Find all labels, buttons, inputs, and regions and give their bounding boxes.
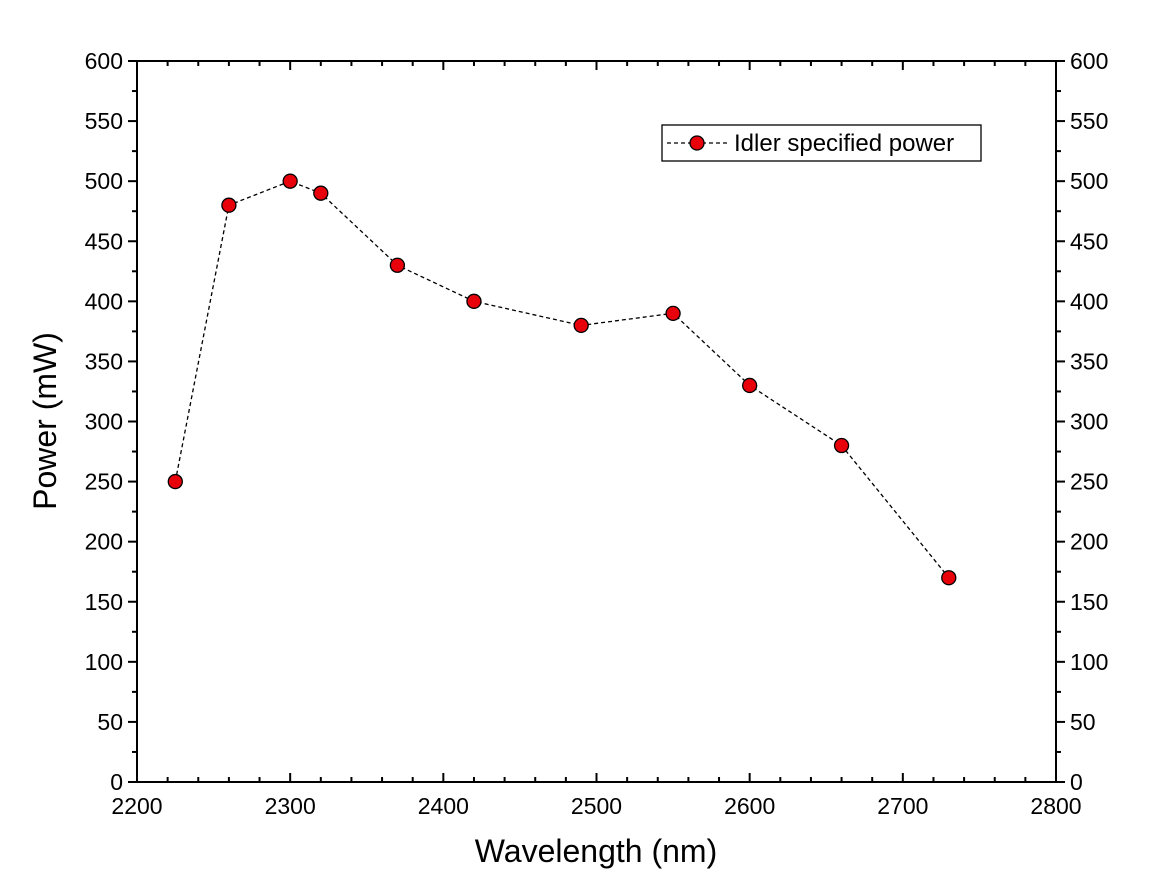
legend-label: Idler specified power bbox=[734, 130, 954, 157]
y-right-tick-label: 100 bbox=[1070, 649, 1108, 675]
x-tick-label: 2200 bbox=[111, 793, 162, 819]
y-tick-label: 200 bbox=[85, 529, 123, 555]
data-point bbox=[221, 197, 237, 213]
y-right-tick-label: 600 bbox=[1070, 48, 1108, 74]
y-right-tick-label: 350 bbox=[1070, 348, 1108, 374]
data-point bbox=[941, 570, 957, 586]
y-tick-label: 150 bbox=[85, 589, 123, 615]
y-tick-label: 0 bbox=[110, 769, 123, 795]
x-tick-label: 2700 bbox=[877, 793, 928, 819]
data-point bbox=[573, 317, 589, 334]
data-point bbox=[833, 437, 850, 454]
y-tick-label: 400 bbox=[85, 288, 123, 314]
y-right-tick-label: 400 bbox=[1070, 288, 1108, 314]
y-right-tick-label: 150 bbox=[1070, 589, 1108, 615]
y-tick-label: 250 bbox=[85, 469, 123, 495]
y-tick-label: 50 bbox=[97, 709, 123, 735]
data-point bbox=[742, 377, 758, 394]
legend: Idler specified power bbox=[661, 124, 982, 162]
y-right-tick-label: 550 bbox=[1070, 108, 1108, 134]
x-tick-label: 2300 bbox=[265, 793, 316, 819]
y-right-tick-label: 300 bbox=[1070, 409, 1108, 435]
data-points bbox=[167, 173, 957, 586]
y-tick-label: 350 bbox=[85, 348, 123, 374]
y-tick-label: 300 bbox=[85, 409, 123, 435]
y-right-tick-label: 250 bbox=[1070, 469, 1108, 495]
plot-frame bbox=[136, 60, 1057, 783]
legend-marker bbox=[689, 135, 705, 151]
y-tick-label: 100 bbox=[85, 649, 123, 675]
y-right-tick-label: 450 bbox=[1070, 228, 1108, 254]
x-axis-title: Wavelength (nm) bbox=[475, 833, 717, 869]
y-tick-label: 450 bbox=[85, 228, 123, 254]
x-tick-label: 2600 bbox=[724, 793, 775, 819]
data-point bbox=[167, 473, 183, 490]
axis-ticks bbox=[128, 60, 1065, 783]
y-axis-title: Power (mW) bbox=[27, 332, 63, 510]
x-tick-label: 2500 bbox=[571, 793, 622, 819]
series-line bbox=[174, 180, 950, 579]
x-tick-label: 2400 bbox=[418, 793, 469, 819]
y-right-tick-label: 0 bbox=[1070, 769, 1083, 795]
data-point bbox=[313, 185, 329, 201]
data-point bbox=[665, 305, 681, 322]
y-right-tick-label: 500 bbox=[1070, 168, 1108, 194]
y-tick-label: 500 bbox=[85, 168, 123, 194]
legend-box bbox=[661, 124, 982, 162]
y-right-tick-label: 200 bbox=[1070, 529, 1108, 555]
x-tick-label: 2800 bbox=[1030, 793, 1081, 819]
data-point bbox=[282, 173, 298, 189]
data-point bbox=[389, 257, 406, 273]
y-right-tick-label: 50 bbox=[1070, 709, 1096, 735]
y-tick-label: 550 bbox=[85, 108, 123, 134]
y-tick-label: 600 bbox=[85, 48, 123, 74]
data-point bbox=[466, 293, 482, 309]
